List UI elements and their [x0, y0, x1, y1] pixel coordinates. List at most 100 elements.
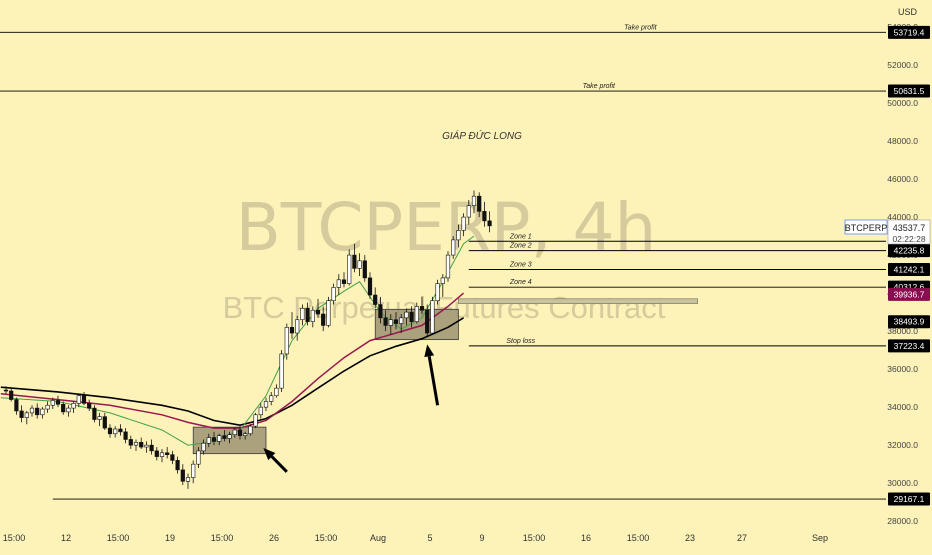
price-badge: [888, 263, 930, 277]
candle: [144, 441, 149, 453]
candle: [76, 393, 81, 408]
candle-body: [487, 220, 492, 227]
candle: [128, 435, 133, 449]
candle: [279, 350, 284, 392]
candle-body: [326, 300, 331, 326]
price-badge: [888, 244, 930, 258]
candle: [66, 405, 71, 417]
x-tick-label: 15:00: [523, 533, 546, 543]
candle: [409, 306, 414, 328]
candle: [102, 412, 107, 430]
x-tick-label: 27: [737, 533, 747, 543]
candle: [274, 384, 279, 398]
candle: [81, 391, 87, 406]
candle-body: [165, 452, 170, 455]
candle-body: [61, 404, 66, 413]
level-label: Take profit: [624, 24, 657, 31]
x-tick-label: 19: [165, 533, 175, 543]
x-tick-label: 15:00: [107, 533, 130, 543]
candle-body: [399, 317, 404, 324]
candle-body: [367, 277, 373, 296]
candle-body: [92, 407, 97, 420]
candle-body: [404, 311, 409, 319]
candle: [154, 447, 159, 461]
candle: [378, 296, 383, 324]
arrow-shaft: [270, 455, 288, 473]
candle-body: [383, 317, 388, 326]
candle: [45, 401, 50, 413]
moving-averages: [0, 235, 475, 446]
candle-body: [118, 428, 123, 433]
y-tick-label: 32000.0: [887, 440, 918, 450]
candle-body: [113, 428, 118, 435]
candle: [393, 312, 399, 330]
candle-body: [144, 444, 149, 448]
candle-body: [243, 433, 248, 436]
candle-body: [409, 311, 414, 322]
price-badge: [888, 339, 930, 353]
candle-body: [211, 437, 217, 442]
y-tick-label: 52000.0: [887, 60, 918, 70]
candle-body: [274, 387, 279, 397]
y-tick-label: 48000.0: [887, 136, 918, 146]
candle: [29, 405, 35, 417]
candle: [232, 428, 237, 438]
candle-body: [66, 407, 71, 413]
candle: [87, 399, 92, 411]
candle: [461, 213, 466, 237]
y-tick-label: 30000.0: [887, 478, 918, 488]
level-label: Zone 2: [509, 243, 532, 250]
candle: [14, 397, 19, 415]
candle: [217, 433, 222, 446]
symbol-tag: [844, 219, 888, 235]
candle: [191, 460, 196, 484]
price-axis: USD 28000.0 30000.0 32000.0 34000.0 36000.0 3…: [844, 7, 931, 526]
candle-body: [87, 403, 92, 409]
candle-body: [55, 400, 61, 405]
candle: [97, 412, 102, 427]
candle-body: [279, 353, 284, 389]
candle-body: [466, 205, 471, 218]
candle-body: [71, 403, 76, 409]
price-badge: [888, 315, 930, 329]
candle-body: [217, 435, 222, 442]
candle: [357, 253, 362, 277]
candle: [55, 395, 61, 408]
candle: [425, 304, 430, 337]
y-tick-label: 46000.0: [887, 174, 918, 184]
candle: [419, 296, 425, 315]
price-badge-label: 42235.8: [894, 246, 925, 256]
currency-label: USD: [898, 7, 918, 17]
candle-body: [430, 300, 435, 334]
candle-body: [263, 401, 269, 408]
candle-body: [331, 287, 336, 302]
candles: [3, 190, 492, 489]
x-tick-label: 15:00: [627, 533, 650, 543]
x-tick-label: 16: [581, 533, 591, 543]
candle-body: [414, 306, 419, 322]
candle-body: [289, 327, 295, 334]
x-tick-label: 5: [427, 533, 432, 543]
candle-body: [445, 254, 451, 279]
candle: [367, 272, 373, 299]
x-tick-label: 26: [269, 533, 279, 543]
candle-body: [305, 308, 310, 322]
candle-body: [461, 216, 466, 231]
last-price-group: BTCPERP 43537.7 02:22:28: [844, 219, 931, 245]
candle: [237, 426, 243, 440]
candle-body: [362, 260, 367, 279]
arrow-head: [263, 448, 276, 461]
candle-body: [133, 442, 139, 446]
candle-body: [128, 439, 133, 446]
y-tick-label: 28000.0: [887, 516, 918, 526]
candle-body: [227, 434, 232, 439]
candle: [482, 201, 487, 227]
candle: [451, 236, 456, 259]
candle-body: [35, 407, 40, 416]
price-badge-label: 50631.5: [894, 86, 925, 96]
candle-body: [440, 277, 445, 284]
candle-body: [482, 211, 487, 222]
candle: [118, 424, 123, 436]
candle-body: [393, 319, 399, 324]
